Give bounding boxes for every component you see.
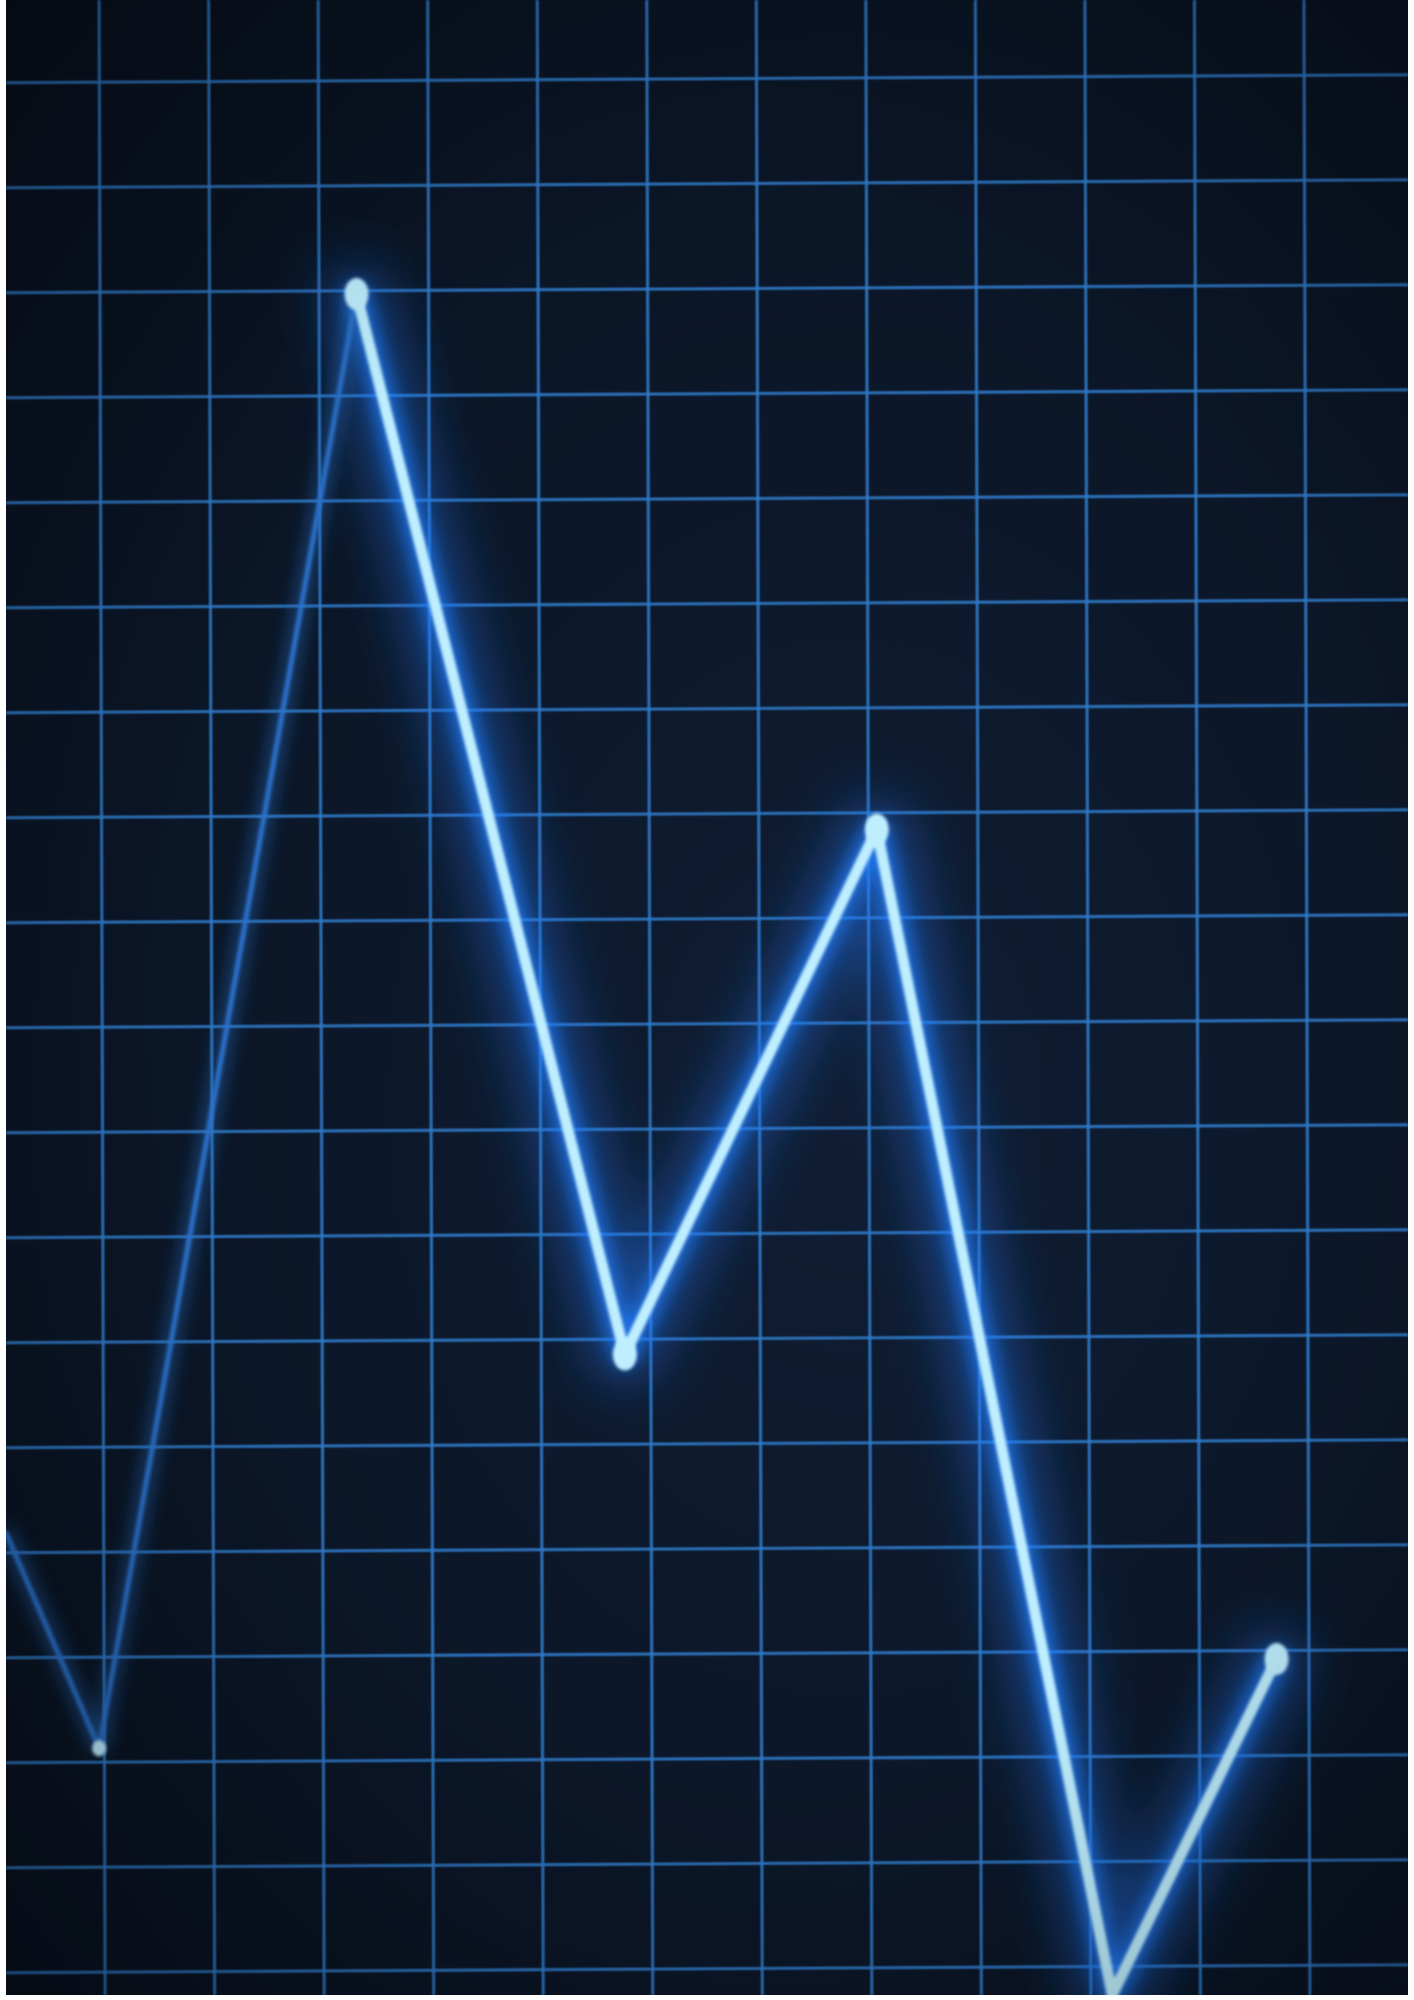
line-dim-glow (6, 290, 361, 1753)
graph-point (344, 278, 369, 310)
grid-vertical-line (426, 0, 436, 1995)
grid-vertical-line (1302, 0, 1312, 1995)
grid-horizontal-line (6, 1648, 1408, 1660)
graph-vertices (92, 278, 1289, 1757)
grid-horizontal-line (6, 808, 1408, 820)
grid-horizontal-line (6, 1333, 1408, 1345)
grid-lines (6, 0, 1408, 1995)
graph-point (864, 813, 889, 846)
grid-horizontal-line (6, 1963, 1408, 1975)
grid-vertical-line (207, 0, 217, 1995)
grid-vertical-line (97, 0, 107, 1995)
line-glow-outer (326, 264, 1307, 1995)
grid-vertical-line (1083, 0, 1093, 1995)
graph-point (1264, 1643, 1289, 1675)
grid-horizontal-line (6, 703, 1408, 715)
grid-vertical-line (754, 0, 764, 1995)
grid-horizontal-line (6, 1438, 1408, 1450)
grid-horizontal-line (6, 73, 1408, 85)
grid-vertical-line (973, 0, 983, 1995)
grid-vertical-line (645, 0, 655, 1995)
grid-horizontal-line (6, 283, 1408, 295)
grid-vertical-line (1192, 0, 1203, 1995)
grid-horizontal-line (6, 913, 1408, 925)
grid-horizontal-line (6, 178, 1408, 190)
line-core (351, 288, 1283, 1995)
grid-horizontal-line (6, 598, 1408, 610)
grid-horizontal-line (6, 1543, 1408, 1555)
grid-horizontal-line (6, 493, 1408, 505)
line-glow-inner (345, 283, 1288, 1995)
grid-vertical-line (864, 0, 874, 1995)
graph-point (92, 1740, 107, 1757)
grid-vertical-line (316, 0, 326, 1995)
grid-horizontal-line (6, 1018, 1408, 1030)
line-dim-core (6, 291, 359, 1751)
graph-photo (6, 0, 1408, 1995)
graph-point (612, 1338, 637, 1371)
grid-horizontal-line (6, 1753, 1408, 1765)
grid-horizontal-line (6, 388, 1408, 400)
grid-screen (6, 0, 1408, 1995)
